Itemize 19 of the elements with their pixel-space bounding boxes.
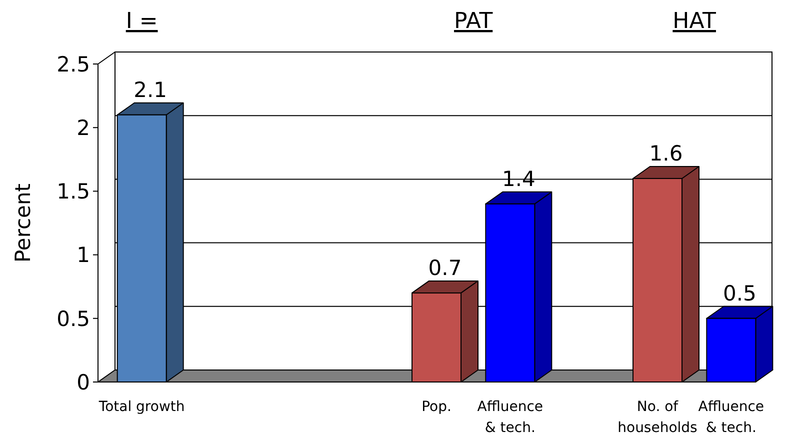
x-tick-label: Pop.	[422, 399, 452, 415]
data-label: 0.5	[722, 281, 756, 306]
text: HAT	[672, 9, 717, 34]
data-label: 0.7	[428, 256, 462, 280]
y-tick-label: 0	[76, 370, 90, 394]
x-tick-label: No. of households	[618, 399, 698, 436]
y-tick-label: 1.5	[56, 180, 90, 204]
data-label: 2.1	[134, 78, 168, 102]
y-tick-label: 1	[76, 243, 90, 268]
text: I =	[126, 9, 158, 34]
x-tick-label: Affluence & tech.	[477, 399, 544, 436]
text: PAT	[454, 9, 494, 34]
y-tick-label: 2	[76, 116, 90, 140]
x-tick-label: Affluence & tech.	[698, 399, 764, 436]
y-tick-label: 0.5	[56, 306, 90, 331]
y-axis-title: Percent	[11, 183, 35, 263]
data-label: 1.6	[649, 141, 683, 166]
x-tick-label: Total growth	[98, 399, 185, 415]
y-tick-label: 2.5	[56, 52, 90, 76]
